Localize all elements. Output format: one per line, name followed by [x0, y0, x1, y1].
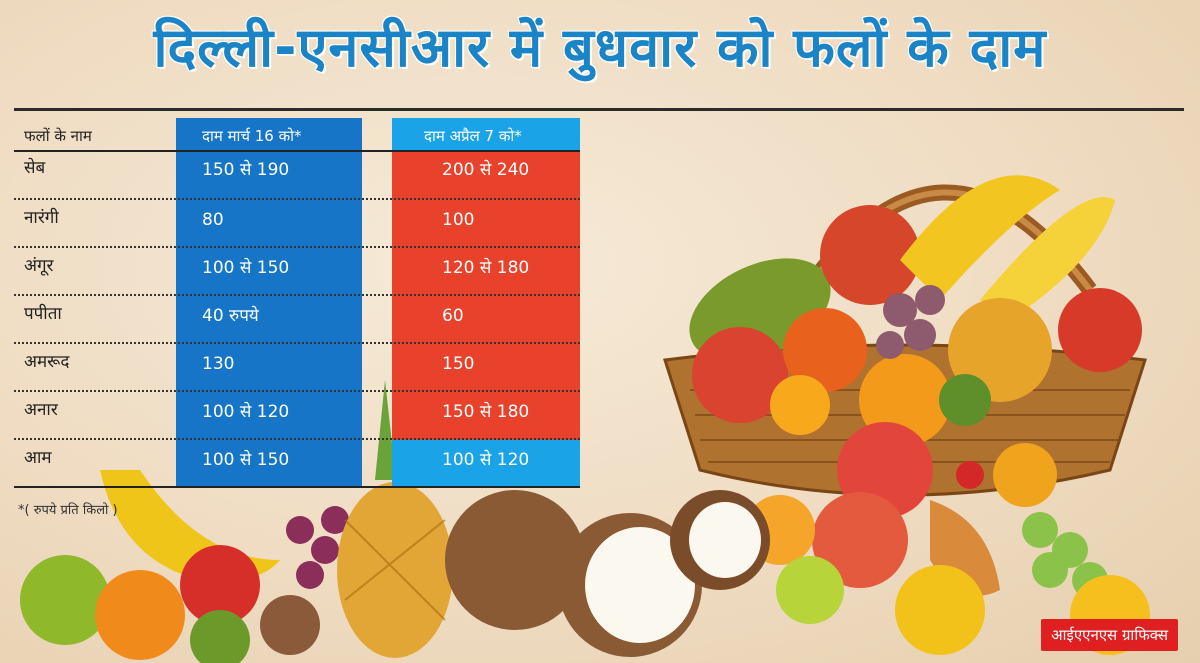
april-header-bg — [392, 118, 580, 150]
april-price: 60 — [442, 306, 464, 326]
header-march-price: दाम मार्च 16 को* — [202, 127, 302, 145]
credit-badge: आईएएनएस ग्राफिक्स — [1041, 619, 1178, 651]
fruit-name: अनार — [24, 400, 58, 420]
page-title: दिल्ली-एनसीआर में बुधवार को फलों के दाम — [153, 16, 1047, 79]
april-price: 100 — [442, 210, 475, 230]
table-row: नारंगी 80 100 — [14, 198, 580, 248]
table-row: अमरूद 130 150 — [14, 342, 580, 392]
april-price: 200 से 240 — [442, 160, 530, 180]
table-row: सेब 150 से 190 200 से 240 — [14, 150, 580, 200]
april-price: 120 से 180 — [442, 258, 530, 278]
table-row: अंगूर 100 से 150 120 से 180 — [14, 246, 580, 296]
fruit-name: नारंगी — [24, 208, 59, 228]
april-price: 100 से 120 — [442, 450, 530, 470]
march-price: 40 रुपये — [202, 306, 259, 326]
march-price: 150 से 190 — [202, 160, 290, 180]
header-fruit-name: फलों के नाम — [24, 127, 92, 145]
table-row: आम 100 से 150 100 से 120 — [14, 438, 580, 488]
march-price: 100 से 150 — [202, 258, 290, 278]
march-price: 130 — [202, 354, 235, 374]
title-divider — [14, 108, 1184, 111]
fruit-name: पपीता — [24, 304, 62, 324]
march-price: 100 से 120 — [202, 402, 290, 422]
march-price: 100 से 150 — [202, 450, 290, 470]
footnote: *( रुपये प्रति किलो ) — [18, 503, 118, 518]
march-price: 80 — [202, 210, 224, 230]
april-column-bg — [392, 118, 580, 488]
march-column-bg — [176, 118, 362, 488]
fruit-name: आम — [24, 448, 52, 468]
april-price: 150 — [442, 354, 475, 374]
fruit-name: अमरूद — [24, 352, 70, 372]
table-header-row: फलों के नाम दाम मार्च 16 को* दाम अप्रैल … — [14, 118, 580, 152]
fruit-name: अंगूर — [24, 256, 54, 276]
table-row: पपीता 40 रुपये 60 — [14, 294, 580, 344]
header-april-price: दाम अप्रैल 7 को* — [424, 127, 522, 145]
table-row: अनार 100 से 120 150 से 180 — [14, 390, 580, 440]
april-last-row-bg — [392, 440, 580, 488]
april-price: 150 से 180 — [442, 402, 530, 422]
fruit-name: सेब — [24, 158, 46, 178]
